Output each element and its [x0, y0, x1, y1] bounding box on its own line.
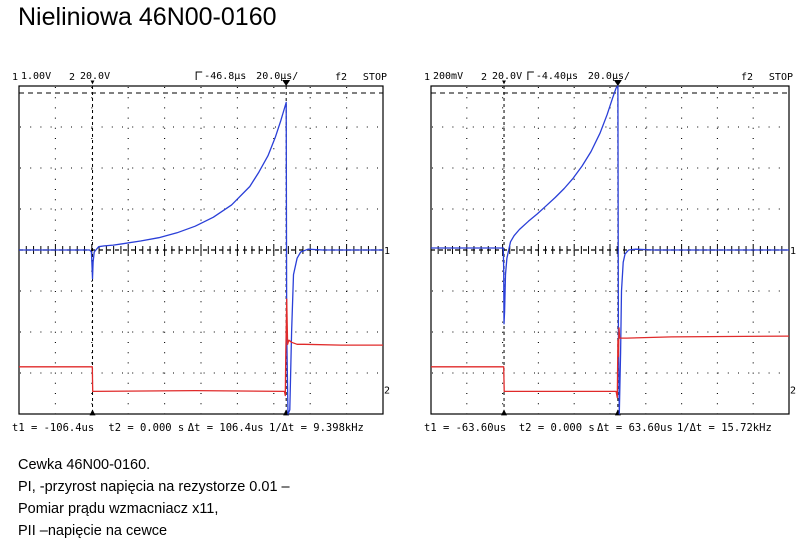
caption-line: Cewka 46N00-0160.	[18, 457, 151, 473]
cursor-marker-bottom: ▲	[90, 407, 96, 418]
cursor-t2-readout: t2 = 0.000 s	[108, 422, 184, 434]
caption-line: PI, -przyrost napięcia na rezystorze 0.0…	[18, 479, 290, 495]
trigger-source: f2	[741, 72, 753, 83]
cursor-marker-top: ▾	[501, 77, 507, 88]
timebase: 20.0µs/	[588, 71, 630, 82]
ch2-scale: 20.0V	[80, 71, 110, 82]
cursor-delta-readout: Δt = 63.60us	[597, 422, 673, 434]
ch2-ground-marker: 2	[790, 385, 796, 396]
ch2-trace	[431, 327, 790, 399]
cursor-marker-top: ▾	[90, 77, 96, 88]
trigger-marker	[282, 80, 291, 86]
oscilloscope-panel-left: 11.00V220.0V-46.8µs20.0µs/f2STOP▾▲▾▲12t1…	[12, 64, 390, 434]
page-title: Nieliniowa 46N00-0160	[18, 3, 277, 31]
ch2-ground-marker: 2	[384, 385, 390, 396]
trigger-source: f2	[335, 72, 347, 83]
ch2-number: 2	[481, 72, 487, 83]
caption: Cewka 46N00-0160. PI, -przyrost napięcia…	[18, 454, 290, 542]
cursor-marker-bottom: ▲	[501, 407, 507, 418]
ch2-trace	[19, 298, 383, 397]
cursor-frequency-readout: 1/Δt = 15.72kHz	[677, 422, 772, 434]
ch1-number: 1	[424, 72, 430, 83]
ch2-scale: 20.0V	[492, 71, 522, 82]
caption-line: PII –napięcie na cewce	[18, 523, 168, 539]
trigger-position: -4.40µs	[536, 71, 578, 82]
trigger-marker	[613, 80, 622, 86]
caption-line: Pomiar prądu wzmacniacz x11,	[18, 501, 219, 517]
timebase: 20.0µs/	[256, 71, 298, 82]
cursor-frequency-readout: 1/Δt = 9.398kHz	[269, 422, 364, 434]
trigger-level-icon	[195, 71, 203, 80]
ch1-trace	[431, 85, 789, 415]
ch1-trace	[19, 101, 383, 415]
acquisition-state: STOP	[769, 72, 793, 83]
cursor-t2-readout: t2 = 0.000 s	[519, 422, 595, 434]
trigger-position: -46.8µs	[204, 71, 246, 82]
ch1-scale: 1.00V	[21, 71, 51, 82]
ch2-number: 2	[69, 72, 75, 83]
cursor-delta-readout: Δt = 106.4us	[188, 422, 264, 434]
trigger-level-icon	[527, 71, 534, 80]
ch1-number: 1	[12, 72, 18, 83]
acquisition-state: STOP	[363, 72, 387, 83]
ch1-scale: 200mV	[433, 71, 463, 82]
ch1-ground-marker: 1	[384, 246, 390, 257]
cursor-t1-readout: t1 = -106.4us	[12, 422, 94, 434]
cursor-marker-bottom: ▲	[615, 407, 621, 418]
oscilloscope-screen: 11.00V220.0V-46.8µs20.0µs/f2STOP▾▲▾▲12t1…	[12, 71, 390, 434]
oscilloscope-screen: 1200mV220.0V-4.40µs20.0µs/f2STOP▾▲▾▲12t1…	[424, 71, 796, 434]
oscilloscope-panel-right: 1200mV220.0V-4.40µs20.0µs/f2STOP▾▲▾▲12t1…	[424, 64, 796, 434]
cursor-marker-bottom: ▲	[283, 407, 289, 418]
cursor-t1-readout: t1 = -63.60us	[424, 422, 506, 434]
ch1-ground-marker: 1	[790, 246, 796, 257]
